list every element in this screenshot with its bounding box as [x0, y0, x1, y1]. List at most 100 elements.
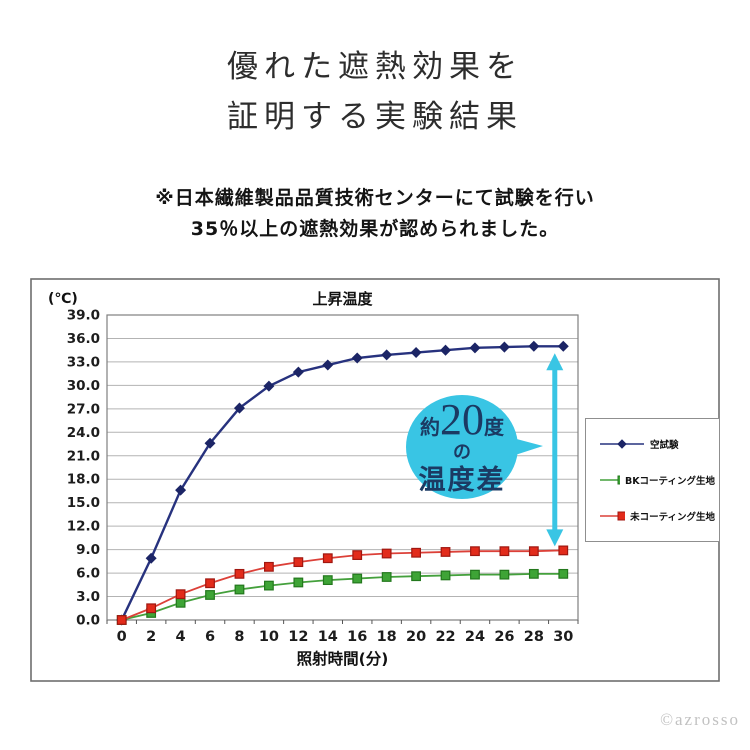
- data-point-square: [293, 557, 304, 568]
- data-point-square: [205, 578, 215, 589]
- x-tick-label: 6: [205, 629, 215, 645]
- data-point-square: [558, 568, 569, 579]
- series-line-1: [121, 572, 564, 621]
- data-point-diamond: [381, 349, 393, 361]
- data-point-square: [470, 546, 480, 557]
- data-point-square: [499, 569, 510, 580]
- annotation-value-line: 約 20 度: [420, 398, 504, 442]
- series-line-2: [121, 549, 564, 621]
- data-point-square: [234, 568, 245, 579]
- y-tick-label: 27.0: [67, 401, 100, 417]
- data-point-square: [175, 597, 186, 608]
- y-tick-label: 24.0: [67, 425, 100, 441]
- x-tick-label: 28: [524, 629, 544, 645]
- y-tick-label: 6.0: [76, 566, 100, 582]
- data-point-diamond: [528, 340, 540, 352]
- data-point-diamond: [204, 437, 216, 449]
- y-tick-label: 33.0: [67, 354, 100, 370]
- y-tick-label: 36.0: [67, 331, 100, 347]
- data-point-diamond: [557, 340, 569, 352]
- data-point-square: [322, 553, 333, 564]
- title-line-1: 優れた遮熱効果を: [227, 49, 523, 84]
- x-tick-label: 14: [318, 629, 338, 645]
- x-axis-title: 照射時間(分): [297, 649, 389, 668]
- x-tick-label: 26: [494, 629, 514, 645]
- data-point-diamond: [263, 380, 275, 392]
- legend-label: 空試験: [650, 440, 679, 451]
- legend-row-2: 未コーティング生地: [599, 509, 715, 523]
- x-tick-label: 30: [553, 629, 573, 645]
- legend-row-1: BKコーティング生地: [599, 473, 715, 487]
- x-tick-label: 2: [146, 629, 156, 645]
- data-point-square: [528, 546, 539, 557]
- data-point-square: [264, 580, 274, 591]
- data-point-square: [440, 570, 451, 581]
- legend-marker-icon: [600, 475, 620, 485]
- x-tick-label: 22: [435, 629, 455, 645]
- data-point-square: [234, 584, 245, 595]
- x-tick-label: 18: [377, 629, 397, 645]
- data-point-diamond: [498, 341, 510, 353]
- y-tick-label: 9.0: [76, 542, 100, 558]
- annotation-suffix: 温度差: [418, 464, 506, 496]
- data-point-square: [470, 569, 480, 580]
- data-point-diamond: [233, 402, 245, 414]
- legend-marker-icon: [600, 439, 644, 449]
- data-point-diamond: [292, 366, 304, 378]
- data-point-square: [528, 568, 539, 579]
- y-tick-label: 18.0: [67, 472, 100, 488]
- data-point-square: [205, 590, 215, 600]
- x-tick-label: 8: [234, 629, 244, 645]
- copyright-text: ©azrosso: [660, 710, 740, 729]
- y-tick-label: 21.0: [67, 448, 100, 464]
- data-point-square: [352, 573, 363, 584]
- data-point-square: [381, 548, 392, 559]
- data-point-diamond: [469, 342, 481, 354]
- annotation-arrow: [546, 353, 564, 547]
- y-tick-label: 0.0: [76, 613, 100, 629]
- data-point-square: [558, 545, 569, 556]
- annotation-value: 20: [440, 395, 484, 445]
- y-tick-label: 12.0: [67, 519, 100, 535]
- data-point-square: [175, 589, 186, 600]
- title-line-2: 証明する実験結果: [227, 99, 523, 134]
- y-tick-label: 15.0: [67, 495, 100, 511]
- data-point-square: [293, 577, 304, 588]
- y-tick-label: 30.0: [67, 378, 100, 394]
- annotation-bubble: 約 20 度 の 温度差: [406, 395, 518, 499]
- x-tick-label: 0: [117, 629, 127, 645]
- x-tick-label: 16: [347, 629, 367, 645]
- test-note: ※日本繊維製品品質技術センターにて試験を行い 35％以上の遮熱効果が認められまし…: [0, 183, 750, 245]
- data-point-square: [381, 572, 392, 582]
- legend-label: 未コーティング生地: [630, 512, 715, 523]
- x-tick-label: 4: [176, 629, 186, 645]
- bubble-tail: [509, 437, 543, 457]
- x-tick-label: 24: [465, 629, 485, 645]
- data-point-square: [264, 561, 274, 572]
- annotation-prefix: 約: [420, 415, 440, 440]
- note-line-2: 35％以上の遮熱効果が認められました。: [190, 218, 560, 240]
- legend-marker-icon: [600, 511, 626, 521]
- data-point-diamond: [351, 352, 363, 364]
- x-tick-label: 20: [406, 629, 426, 645]
- data-point-square: [352, 550, 363, 560]
- legend-row-0: 空試験: [599, 437, 715, 451]
- annotation-unit: 度: [484, 415, 504, 440]
- x-tick-label: 10: [259, 629, 279, 645]
- data-point-diamond: [410, 347, 422, 359]
- data-point-square: [411, 571, 421, 582]
- data-point-diamond: [322, 359, 334, 371]
- data-point-diamond: [175, 484, 187, 496]
- data-point-square: [411, 547, 421, 558]
- data-point-square: [322, 575, 333, 586]
- page-title: 優れた遮熱効果を 証明する実験結果: [0, 42, 750, 142]
- y-tick-label: 39.0: [67, 308, 100, 324]
- data-point-square: [146, 603, 157, 614]
- data-point-square: [499, 546, 510, 557]
- data-point-square: [116, 615, 127, 625]
- data-point-diamond: [440, 344, 452, 356]
- note-line-1: ※日本繊維製品品質技術センターにて試験を行い: [155, 187, 595, 209]
- data-point-square: [440, 547, 451, 557]
- legend-box: 空試験 BKコーティング生地未コーティング生地: [585, 418, 720, 542]
- data-point-diamond: [145, 552, 157, 564]
